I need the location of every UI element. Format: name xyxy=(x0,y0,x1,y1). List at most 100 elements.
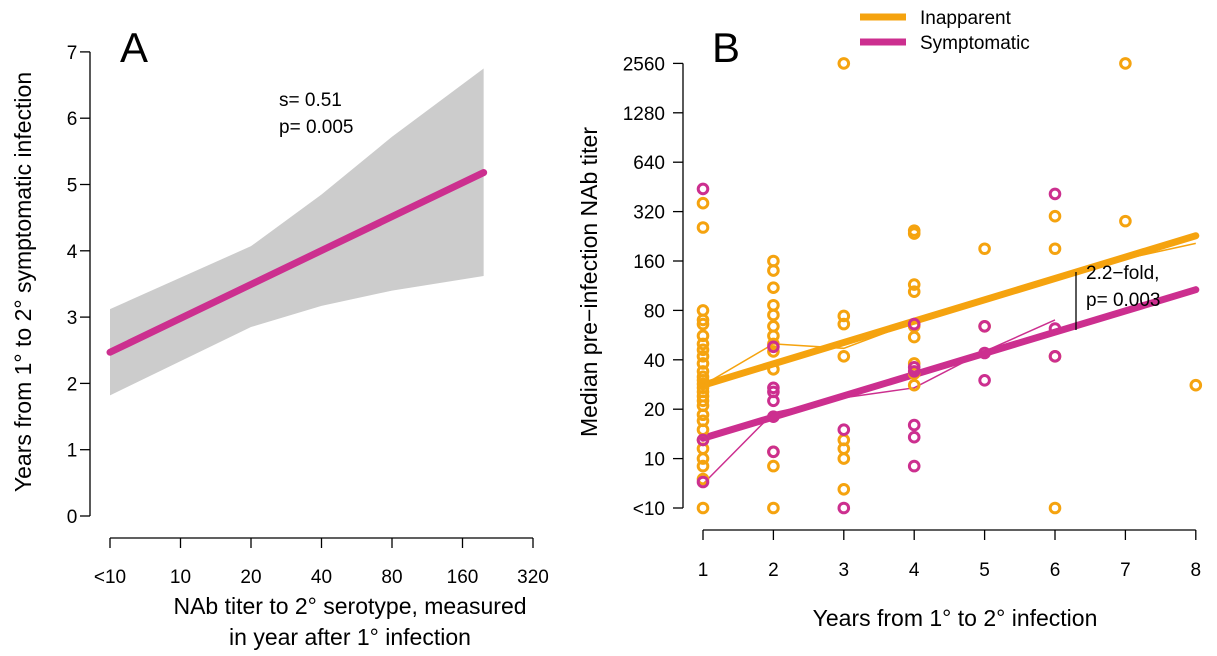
point-inapparent xyxy=(767,345,780,358)
point-inapparent xyxy=(696,414,710,428)
point-symptomatic xyxy=(978,374,991,387)
panel-a-x-axis: <10 10 20 40 80 160 320 xyxy=(94,537,549,588)
panel-a-y-tick-label: 6 xyxy=(67,109,78,130)
panel-b-x-tick-label: 6 xyxy=(1050,560,1061,581)
point-inapparent xyxy=(837,309,851,323)
panel-a-y-tick-label: 2 xyxy=(67,374,78,395)
point-symptomatic xyxy=(696,475,710,489)
point-symptomatic xyxy=(978,320,991,333)
point-symptomatic xyxy=(907,459,921,473)
point-inapparent xyxy=(907,285,921,299)
panel-a: 0 1 2 3 4 5 6 7 <10 10 20 40 80 160 320 A s= 0.51 p= … xyxy=(10,24,549,650)
panel-b-y-tick-label: 10 xyxy=(644,450,665,471)
point-inapparent xyxy=(837,433,851,447)
panel-a-label: A xyxy=(120,24,148,71)
point-inapparent xyxy=(767,501,780,515)
point-inapparent xyxy=(696,501,710,515)
point-inapparent xyxy=(696,221,710,234)
panel-b-x-tick-label: 5 xyxy=(979,560,990,581)
panel-b-x-axis-title: Years from 1° to 2° infection xyxy=(813,605,1098,631)
point-inapparent xyxy=(696,304,710,317)
legend-label-symptomatic: Symptomatic xyxy=(920,33,1030,54)
panel-a-x-tick-label: 80 xyxy=(381,567,402,588)
panel-a-x-axis-title-line2: in year after 1° infection xyxy=(229,624,471,650)
panel-b-x-tick-label: 7 xyxy=(1120,560,1131,581)
point-inapparent xyxy=(907,378,921,392)
point-inapparent xyxy=(696,196,710,210)
point-symptomatic xyxy=(907,430,921,444)
panel-a-y-axis: 0 1 2 3 4 5 6 7 xyxy=(67,43,91,528)
point-symptomatic xyxy=(696,182,710,196)
panel-a-x-tick-label: 20 xyxy=(240,567,261,588)
panel-b-y-tick-label: 80 xyxy=(644,301,665,322)
panel-b-y-tick-label: 40 xyxy=(644,351,665,372)
legend-label-inapparent: Inapparent xyxy=(920,8,1012,29)
panel-b-y-tick-label: 320 xyxy=(633,203,665,224)
point-symptomatic xyxy=(907,418,921,432)
panel-b-x-tick-label: 8 xyxy=(1191,560,1202,581)
panel-a-x-tick-label: 10 xyxy=(170,567,191,588)
mean-line-symptomatic xyxy=(702,319,1056,485)
panel-b-x-tick-label: 2 xyxy=(768,560,779,581)
panel-a-y-tick-label: 7 xyxy=(67,43,78,64)
panel-b-y-axis: <10 10 20 40 80 160 320 640 1280 2560 xyxy=(623,54,684,520)
panel-a-y-tick-label: 0 xyxy=(67,507,78,528)
panel-b-x-tick-label: 1 xyxy=(698,560,709,581)
panel-b-y-tick-label: 2560 xyxy=(623,54,665,75)
point-inapparent xyxy=(1048,209,1062,223)
panel-a-x-tick-label: <10 xyxy=(94,567,126,588)
panel-b-legend: Inapparent Symptomatic xyxy=(860,8,1030,54)
point-symptomatic xyxy=(767,381,780,395)
point-symptomatic xyxy=(907,317,921,331)
point-inapparent xyxy=(978,242,991,256)
point-inapparent xyxy=(837,57,851,70)
point-symptomatic xyxy=(837,423,851,437)
point-inapparent xyxy=(767,320,780,333)
point-inapparent xyxy=(767,298,780,312)
panel-a-x-tick-label: 320 xyxy=(517,567,549,588)
panel-b-label: B xyxy=(712,24,740,71)
panel-b-x-tick-label: 4 xyxy=(909,560,920,581)
panel-b-y-tick-label: 1280 xyxy=(623,104,665,125)
point-inapparent xyxy=(696,357,710,370)
point-inapparent xyxy=(767,363,780,376)
point-symptomatic xyxy=(767,445,780,459)
point-symptomatic xyxy=(1048,350,1062,363)
point-inapparent xyxy=(907,224,921,237)
panel-b-fit-lines xyxy=(699,232,1200,442)
fit-line-inapparent xyxy=(699,232,1200,389)
point-inapparent xyxy=(696,370,710,384)
panel-a-confidence-band xyxy=(110,68,484,396)
panel-a-y-tick-label: 1 xyxy=(67,441,78,462)
point-inapparent xyxy=(767,308,780,322)
panel-a-x-tick-label: 40 xyxy=(311,567,332,588)
point-inapparent xyxy=(696,452,710,465)
point-inapparent xyxy=(1048,501,1062,515)
panel-b-y-axis-title: Median pre−infection NAb titer xyxy=(576,127,602,437)
panel-a-y-tick-label: 4 xyxy=(67,242,78,263)
point-inapparent xyxy=(1119,214,1132,228)
point-inapparent xyxy=(767,281,780,295)
point-inapparent xyxy=(837,452,851,465)
panel-a-fit-line-group xyxy=(106,169,488,356)
point-inapparent xyxy=(767,254,780,268)
confidence-band-area xyxy=(110,68,484,396)
point-inapparent xyxy=(696,329,710,343)
panel-a-y-axis-title: Years from 1° to 2° symptomatic infectio… xyxy=(10,72,36,492)
point-symptomatic xyxy=(767,410,780,424)
panel-a-annotation-p: p= 0.005 xyxy=(279,117,354,138)
point-inapparent xyxy=(696,317,710,331)
panel-b-y-tick-label: 640 xyxy=(633,153,665,174)
panel-a-y-tick-label: 3 xyxy=(67,308,78,329)
point-inapparent xyxy=(696,365,710,378)
point-symptomatic xyxy=(696,433,710,447)
point-inapparent xyxy=(837,350,851,363)
point-inapparent xyxy=(767,459,780,473)
point-inapparent xyxy=(1119,57,1132,70)
point-inapparent xyxy=(907,278,921,291)
panel-a-fit-line xyxy=(106,169,488,356)
panel-b-points xyxy=(696,57,1203,515)
point-symptomatic xyxy=(978,346,991,360)
